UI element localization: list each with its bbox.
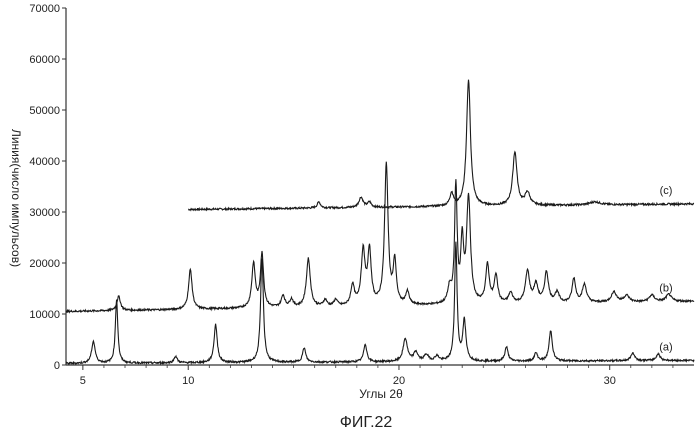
series-labels: (c) (b) (a): [659, 185, 672, 354]
y-tick-label: 0: [54, 360, 60, 372]
series-label: (b): [659, 282, 672, 294]
series-label: (a): [659, 341, 672, 353]
series-lines: [66, 80, 694, 364]
series-label: (c): [660, 185, 673, 197]
figure-caption: ФИГ.22: [340, 414, 393, 431]
y-tick-label: 60000: [29, 54, 60, 66]
ticks: 0 10000 20000 30000 40000 50000 60000 70000 5 10 2…: [29, 3, 673, 387]
x-tick-label: 20: [393, 375, 405, 387]
x-axis-title: Углы 2θ: [359, 387, 403, 401]
series-line: [66, 162, 694, 313]
x-tick-label: 5: [80, 375, 86, 387]
y-tick-label: 10000: [29, 309, 60, 321]
y-tick-label: 30000: [29, 207, 60, 219]
series-line: [188, 80, 694, 211]
y-axis-title: Линия(число импульсов): [9, 129, 23, 267]
y-tick-label: 40000: [29, 156, 60, 168]
y-tick-label: 50000: [29, 105, 60, 117]
series-line: [66, 242, 694, 364]
x-tick-label: 10: [182, 375, 194, 387]
y-tick-label: 20000: [29, 258, 60, 270]
x-tick-label: 30: [604, 375, 616, 387]
y-tick-label: 70000: [29, 3, 60, 15]
axes: [66, 8, 694, 365]
